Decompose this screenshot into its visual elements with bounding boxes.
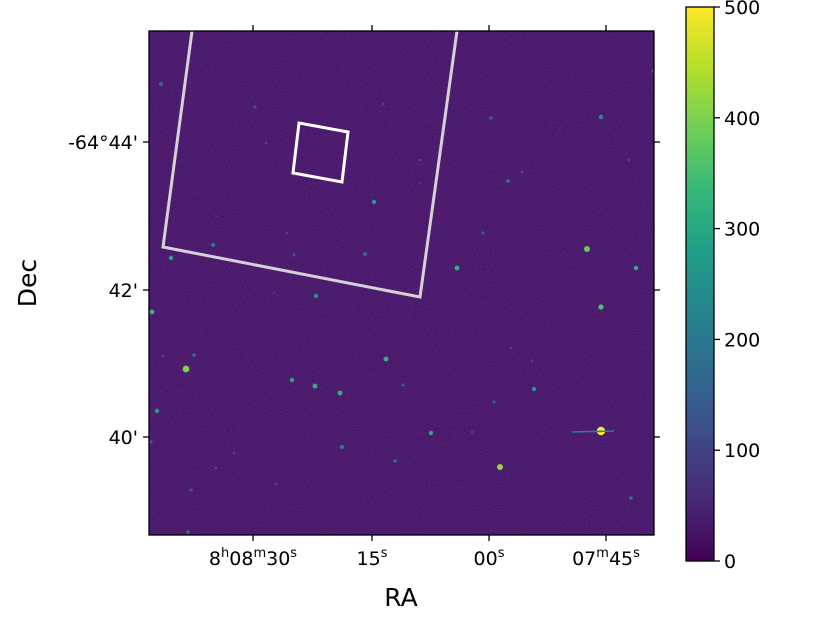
inner-footprint [291, 121, 350, 184]
star [520, 170, 524, 174]
star [158, 81, 164, 87]
star [506, 179, 510, 183]
x-axis-label: RA [384, 583, 417, 612]
star [274, 482, 278, 486]
star [633, 265, 639, 271]
star [492, 400, 496, 404]
star [371, 199, 377, 205]
x-tick-label: 07m45s [572, 546, 640, 570]
x-tick-label: 8h08m30s [209, 546, 297, 570]
colorbar-tick-label: 300 [724, 219, 760, 241]
star [313, 293, 319, 299]
star [629, 496, 633, 500]
star [428, 430, 434, 436]
star [598, 304, 604, 310]
star [214, 466, 218, 470]
star [497, 464, 503, 470]
star [289, 377, 295, 383]
y-tick-label: -64°44' [68, 132, 138, 154]
star [149, 309, 155, 315]
star [363, 252, 367, 256]
colorbar-tick-label: 200 [724, 329, 760, 351]
star [470, 430, 474, 434]
star [149, 440, 153, 444]
star [418, 181, 422, 185]
colorbar-tick-label: 100 [724, 440, 760, 462]
colorbar-fill [686, 7, 714, 561]
star-layer [149, 69, 654, 534]
star [232, 451, 236, 455]
image-noise [149, 31, 654, 535]
y-axis-label: Dec [13, 259, 42, 307]
colorbar-tick-label: 500 [724, 0, 760, 19]
star [627, 158, 631, 162]
star [272, 291, 276, 295]
image-panel [148, 30, 655, 536]
star [214, 214, 218, 218]
star [418, 158, 422, 162]
star [584, 246, 590, 252]
star [253, 105, 257, 109]
footprint-overlays [161, 31, 459, 299]
star [598, 114, 604, 120]
star [393, 459, 397, 463]
star [168, 255, 174, 261]
star [489, 116, 493, 120]
star [340, 445, 344, 449]
star [192, 353, 196, 357]
star [454, 265, 460, 271]
colorbar-tick-label: 400 [724, 108, 760, 130]
image-frame [148, 30, 655, 536]
x-tick-label: 15s [357, 546, 388, 570]
x-tick-label: 00s [474, 546, 505, 570]
star [285, 231, 289, 235]
star [182, 365, 190, 373]
colorbar-frame [685, 6, 715, 562]
star [381, 102, 385, 106]
axis-ticks [143, 25, 660, 541]
star [189, 488, 193, 492]
star-spike [571, 430, 615, 433]
outer-footprint [161, 31, 459, 299]
y-tick-labels: -64°44' 42' 40' [68, 132, 138, 449]
y-tick-label: 42' [109, 280, 138, 302]
star [161, 354, 165, 358]
colorbar: 0 100 200 300 400 500 [685, 0, 760, 573]
colorbar-tick-label: 0 [724, 551, 736, 573]
star [264, 141, 268, 145]
star [530, 359, 534, 363]
x-tick-labels: 8h08m30s 15s 00s 07m45s [209, 546, 640, 570]
star [383, 356, 389, 362]
star [509, 346, 513, 350]
star [211, 243, 215, 247]
star [292, 253, 296, 257]
star [186, 530, 190, 534]
star [401, 383, 405, 387]
star [531, 386, 537, 392]
star [337, 390, 343, 396]
star [558, 126, 562, 130]
colorbar-ticks: 0 100 200 300 400 500 [714, 0, 760, 573]
y-tick-label: 40' [109, 427, 138, 449]
star [481, 231, 485, 235]
star [154, 408, 160, 414]
star [312, 383, 318, 389]
